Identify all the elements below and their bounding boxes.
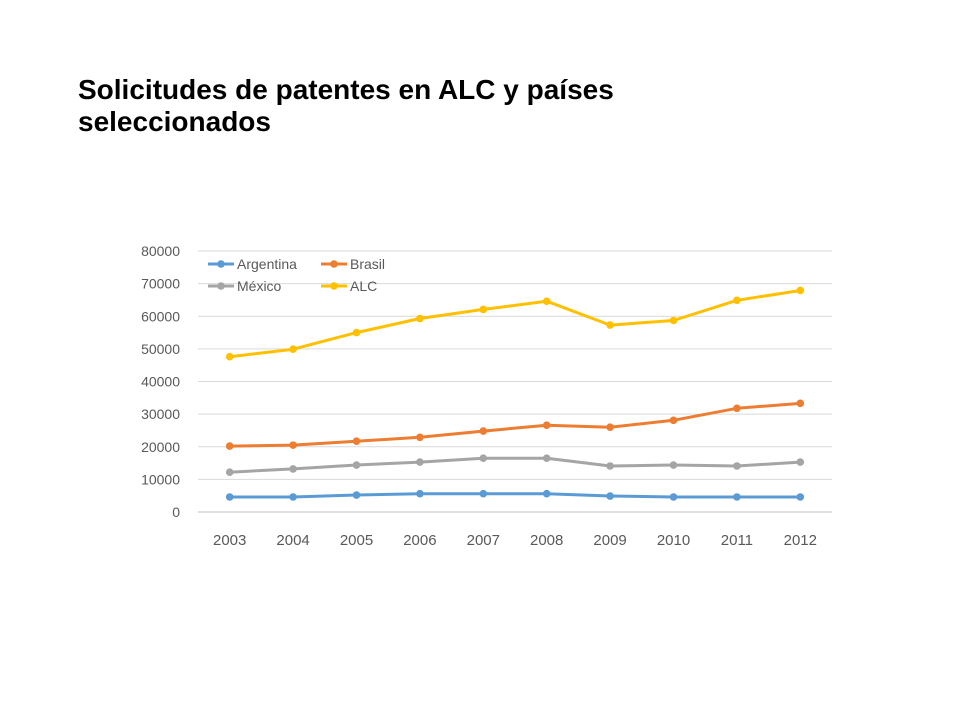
data-point-alc <box>416 314 424 323</box>
data-point-alc <box>289 345 297 354</box>
x-tick-label: 2010 <box>657 532 690 549</box>
legend-entry-alc: ALC <box>321 278 377 294</box>
legend-entry-brasil: Brasil <box>321 256 385 272</box>
data-point-brasil <box>225 442 234 450</box>
data-point-alc <box>796 286 805 295</box>
slide-title-line-1: Solicitudes de patentes en ALC y países <box>78 74 614 105</box>
data-point-argentina <box>225 493 234 501</box>
series-line-alc <box>228 289 802 359</box>
x-tick-label: 2006 <box>403 532 436 549</box>
data-point-argentina <box>416 489 424 498</box>
series-line-argentina <box>228 492 802 499</box>
legend: Argentina Brasil México ALC <box>208 256 385 294</box>
series-line-mexico <box>228 456 802 474</box>
data-point-alc <box>606 321 614 329</box>
legend-marker <box>217 282 225 290</box>
data-point-alc <box>669 316 678 325</box>
x-tick-label: 2008 <box>530 532 563 549</box>
legend-label: Brasil <box>350 256 385 272</box>
data-point-mexico <box>606 462 614 470</box>
y-tick-label: 10000 <box>141 471 180 487</box>
data-point-argentina <box>796 493 805 501</box>
series-brasil <box>225 399 805 450</box>
data-point-argentina <box>352 491 361 499</box>
y-tick-label: 30000 <box>141 406 180 422</box>
data-point-mexico <box>479 454 488 462</box>
y-tick-label: 20000 <box>141 439 180 455</box>
slide-title-line-2: seleccionados <box>78 106 271 137</box>
legend-marker <box>330 282 338 290</box>
y-tick-label: 0 <box>172 504 180 520</box>
data-point-brasil <box>669 416 678 425</box>
series-mexico <box>225 454 805 476</box>
legend-entry-argentina: Argentina <box>208 256 297 272</box>
y-tick-label: 60000 <box>141 308 180 324</box>
data-point-brasil <box>289 441 297 449</box>
data-point-argentina <box>542 489 551 498</box>
data-point-argentina <box>606 492 614 500</box>
data-point-argentina <box>289 493 297 501</box>
data-point-alc <box>225 352 234 361</box>
slide-title: Solicitudes de patentes en ALC y países … <box>78 74 798 138</box>
legend-label: México <box>237 278 282 294</box>
x-tick-label: 2009 <box>593 532 626 549</box>
data-point-mexico <box>733 462 741 470</box>
y-tick-label: 70000 <box>141 276 180 292</box>
data-point-brasil <box>733 404 741 413</box>
x-tick-label: 2011 <box>721 532 753 549</box>
series-argentina <box>225 489 805 501</box>
x-axis-ticks: 2003 2004 2005 2006 2007 2008 2009 2010 2011 2012 <box>213 532 817 549</box>
legend-entry-mexico: México <box>208 278 282 294</box>
data-point-brasil <box>542 421 551 430</box>
data-point-argentina <box>733 493 741 501</box>
data-point-alc <box>542 297 551 306</box>
series-alc <box>225 286 805 361</box>
data-point-alc <box>479 305 488 314</box>
data-point-mexico <box>289 465 297 473</box>
x-tick-label: 2007 <box>467 532 500 549</box>
data-point-brasil <box>796 399 805 408</box>
data-point-brasil <box>352 437 361 446</box>
data-point-mexico <box>542 454 551 462</box>
legend-label: Argentina <box>237 256 297 272</box>
legend-label: ALC <box>350 278 377 294</box>
series-line-brasil <box>228 401 802 448</box>
data-point-alc <box>733 296 741 305</box>
data-point-mexico <box>352 461 361 469</box>
data-point-brasil <box>416 433 424 442</box>
data-point-alc <box>352 328 361 337</box>
y-tick-label: 80000 <box>141 243 180 259</box>
y-axis-ticks: 0 10000 20000 30000 40000 50000 60000 70000 8000… <box>141 243 180 520</box>
x-tick-label: 2004 <box>276 532 309 549</box>
data-point-argentina <box>479 489 488 498</box>
series-lines <box>225 286 805 501</box>
y-tick-label: 50000 <box>141 341 180 357</box>
data-point-mexico <box>796 458 805 466</box>
data-point-argentina <box>669 493 678 501</box>
x-tick-label: 2005 <box>340 532 373 549</box>
data-point-mexico <box>225 468 234 476</box>
x-tick-label: 2003 <box>213 532 246 549</box>
y-tick-label: 40000 <box>141 374 180 390</box>
data-point-mexico <box>416 458 424 466</box>
legend-marker <box>217 260 225 268</box>
x-tick-label: 2012 <box>784 532 817 549</box>
data-point-mexico <box>669 461 678 469</box>
data-point-brasil <box>606 423 614 431</box>
data-point-brasil <box>479 427 488 435</box>
legend-marker <box>330 260 338 268</box>
gridlines <box>198 250 832 513</box>
